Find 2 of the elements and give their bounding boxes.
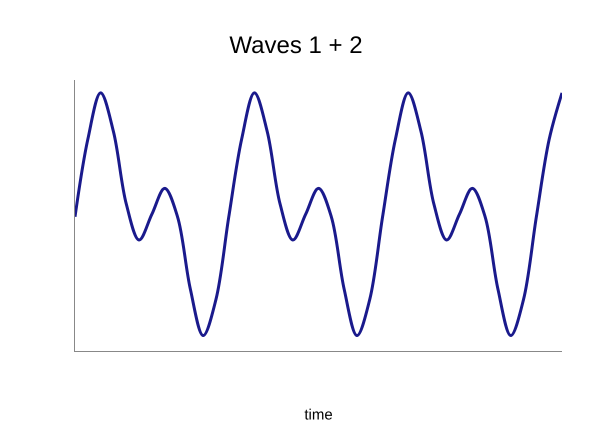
- chart-title: Waves 1 + 2: [229, 32, 363, 59]
- x-axis-title: time: [304, 406, 333, 424]
